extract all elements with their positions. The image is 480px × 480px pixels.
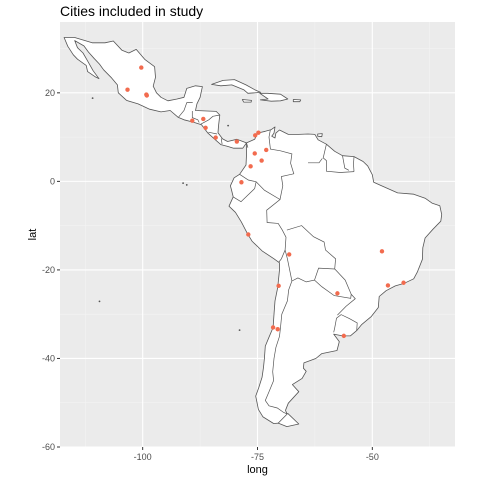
island-dot [182,182,184,185]
city-point [275,327,280,332]
city-point [341,333,347,339]
land-shape [277,413,300,427]
y-axis-ticks: -60 -40 -20 0 20 [42,88,60,452]
city-point [201,116,206,122]
country-border [322,144,355,173]
country-border [337,294,356,316]
country-border [342,155,350,171]
country-border [284,225,336,283]
y-tick-label: -60 [42,442,55,452]
land-shape [259,92,289,102]
city-point [259,158,264,163]
y-tick-label: 0 [50,176,55,186]
country-border [178,102,193,118]
city-points [125,65,406,339]
city-point [246,232,251,237]
city-point [335,291,340,296]
island-dot [238,329,241,332]
y-axis-title: lat [27,229,39,241]
island-dot [227,124,230,127]
y-tick-label: 20 [45,88,55,98]
y-tick-label: -40 [42,353,55,363]
country-border [233,174,257,203]
country-border [333,314,358,333]
city-point [203,125,208,131]
city-point [264,147,269,153]
y-tick-label: -20 [42,265,55,275]
city-point [234,139,240,144]
country-border [191,111,200,123]
city-point [256,130,261,135]
land-shape [317,133,323,138]
country-border [314,268,352,299]
country-border [246,142,249,148]
chart-title: Cities included in study [60,3,204,19]
city-point [379,249,385,254]
country-border [353,156,355,172]
x-axis-title: long [247,464,268,476]
land-shape [63,37,247,149]
land-shape [241,99,252,103]
city-point [125,87,130,92]
country-border [220,138,223,145]
city-point [286,252,292,257]
island-dot [185,184,188,186]
city-point [248,164,253,169]
basemap [63,37,443,427]
city-point [144,92,149,97]
country-border [208,131,218,135]
land-shape [211,79,262,94]
x-axis-ticks: -100 -75 -50 [134,447,379,462]
country-border [308,158,323,164]
x-tick-label: -100 [134,452,152,462]
country-border [200,114,220,125]
city-point [253,133,258,138]
city-point [213,135,218,140]
city-point [239,180,244,185]
country-border [255,181,287,263]
city-point [276,283,281,289]
x-tick-label: -50 [366,452,379,462]
city-point [385,283,391,288]
city-point [190,118,195,123]
island-dot [98,300,101,303]
x-tick-label: -75 [251,452,264,462]
city-point [252,151,257,156]
country-border [264,280,293,415]
city-point [270,325,276,330]
island-dot [91,97,94,100]
country-border [268,129,295,200]
city-point [139,65,144,70]
country-borders [178,102,358,415]
city-point [401,280,406,285]
land-shape [292,99,302,103]
